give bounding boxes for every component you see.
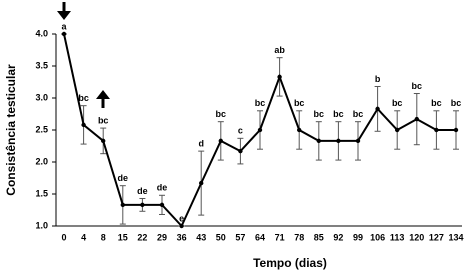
point xyxy=(218,138,223,144)
y-tick-label: 2.0 xyxy=(35,156,48,166)
point xyxy=(61,31,67,37)
x-axis-label: Tempo (dias) xyxy=(253,256,327,270)
y-tick-label: 2.5 xyxy=(35,124,48,134)
x-tick-label: 22 xyxy=(137,232,147,242)
arrow-up xyxy=(96,90,110,108)
x-tick-label: 0 xyxy=(61,232,66,242)
point xyxy=(120,202,126,208)
annotation: bc xyxy=(314,109,325,119)
x-tick-label: 36 xyxy=(177,232,187,242)
point xyxy=(101,138,106,144)
point xyxy=(414,116,419,122)
annotation: de xyxy=(118,173,129,183)
annotation: b xyxy=(375,74,381,84)
annotation: a xyxy=(61,21,67,31)
annotation: bc xyxy=(392,98,403,108)
y-axis-label: Consistência testicular xyxy=(4,64,18,196)
annotation: bc xyxy=(431,98,442,108)
point xyxy=(199,180,204,186)
point xyxy=(81,122,86,128)
annotation: bc xyxy=(451,98,462,108)
y-tick-label: 3.5 xyxy=(35,60,48,70)
y-tick-label: 3.0 xyxy=(35,92,48,102)
x-tick-label: 85 xyxy=(314,232,324,242)
annotation: c xyxy=(238,126,243,136)
x-tick-label: 127 xyxy=(429,232,444,242)
point xyxy=(257,127,263,133)
point xyxy=(238,148,243,154)
y-tick-label: 4.0 xyxy=(35,28,48,38)
x-tick-label: 71 xyxy=(275,232,285,242)
point xyxy=(355,138,361,144)
point xyxy=(277,74,282,80)
point xyxy=(159,202,165,208)
annotation: bc xyxy=(255,98,266,108)
point xyxy=(316,138,321,144)
x-tick-label: 99 xyxy=(353,232,363,242)
point xyxy=(179,223,184,229)
x-tick-label: 120 xyxy=(409,232,424,242)
x-tick-label: 8 xyxy=(101,232,106,242)
point xyxy=(375,106,380,112)
point xyxy=(395,127,400,133)
point xyxy=(453,127,459,133)
annotation: ab xyxy=(274,45,285,55)
y-tick-label: 1.5 xyxy=(35,188,48,198)
point xyxy=(140,202,145,208)
annotation: d xyxy=(198,138,204,148)
point xyxy=(434,127,439,133)
annotation: bc xyxy=(216,109,227,119)
x-tick-label: 15 xyxy=(118,232,128,242)
point xyxy=(297,127,302,133)
x-tick-label: 50 xyxy=(216,232,226,242)
x-tick-label: 113 xyxy=(390,232,405,242)
x-tick-label: 106 xyxy=(370,232,385,242)
point xyxy=(336,138,341,144)
x-tick-label: 78 xyxy=(294,232,304,242)
annotation: bc xyxy=(353,109,364,119)
annotation: bc xyxy=(333,109,344,119)
x-tick-label: 57 xyxy=(235,232,245,242)
annotation: de xyxy=(137,186,148,196)
x-tick-label: 43 xyxy=(196,232,206,242)
x-tick-label: 134 xyxy=(448,232,463,242)
annotation: bc xyxy=(78,93,89,103)
arrow-down xyxy=(57,2,71,20)
y-tick-label: 1.0 xyxy=(35,220,48,230)
x-tick-label: 64 xyxy=(255,232,265,242)
x-tick-label: 29 xyxy=(157,232,167,242)
annotation: bc xyxy=(294,98,305,108)
x-tick-label: 4 xyxy=(81,232,86,242)
annotation: e xyxy=(179,213,184,223)
annotation: bc xyxy=(412,81,423,91)
annotation: de xyxy=(157,183,168,193)
x-tick-label: 92 xyxy=(333,232,343,242)
annotation: bc xyxy=(98,115,109,125)
